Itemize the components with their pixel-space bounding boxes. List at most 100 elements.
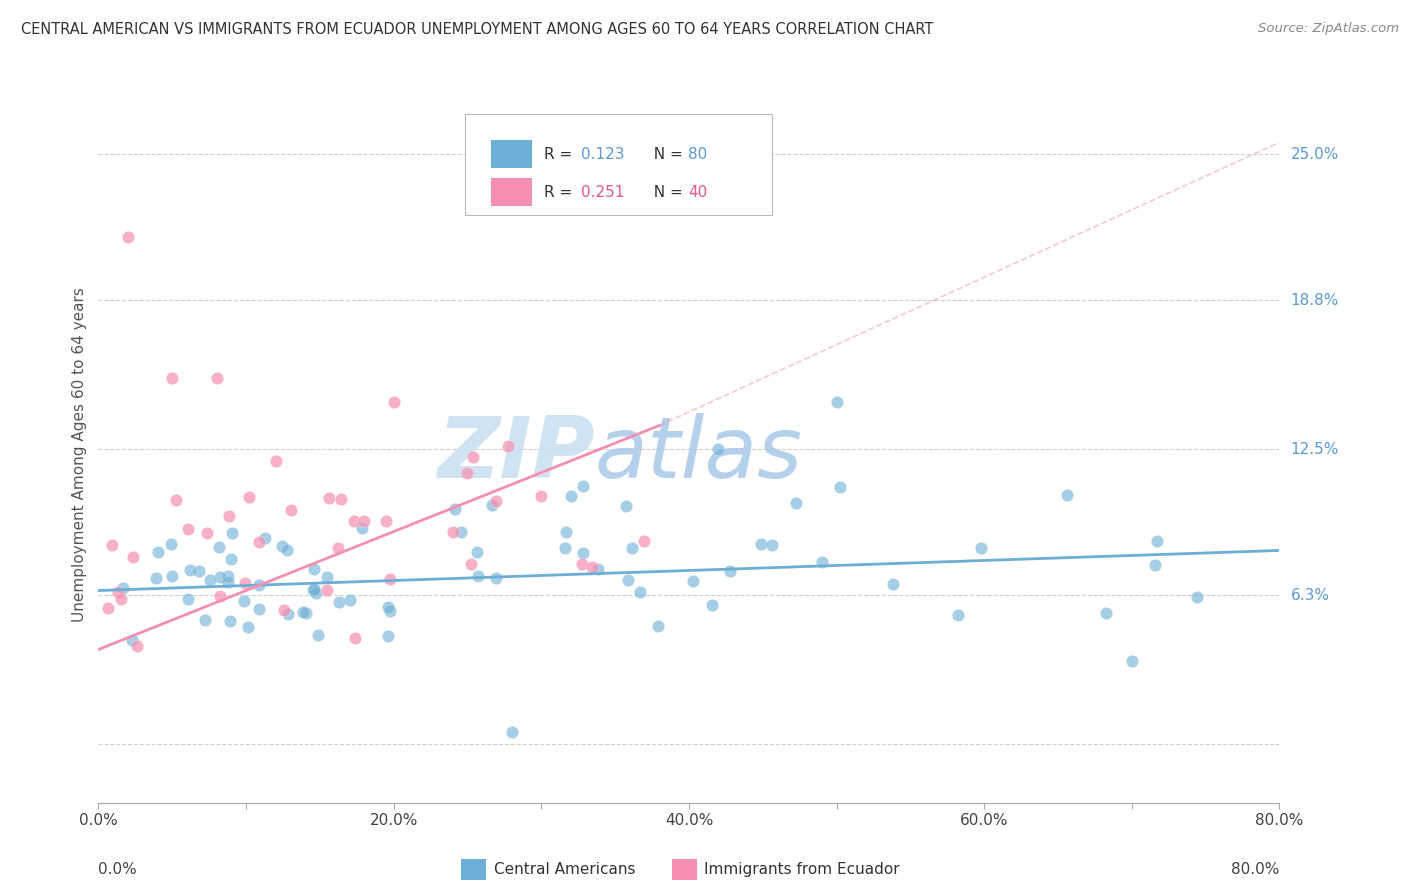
- Point: [749, 537, 772, 551]
- Point: [247, 578, 270, 592]
- Text: R =: R =: [544, 185, 576, 200]
- Point: [307, 628, 329, 642]
- Text: 40: 40: [688, 185, 707, 200]
- Text: 0.123: 0.123: [582, 146, 624, 161]
- Text: 6.3%: 6.3%: [1291, 588, 1330, 603]
- Point: [273, 603, 295, 617]
- Text: 80: 80: [688, 146, 707, 161]
- Point: [628, 584, 651, 599]
- Point: [198, 574, 221, 588]
- Point: [1056, 488, 1078, 502]
- Point: [264, 454, 287, 468]
- Point: [380, 604, 402, 618]
- Point: [339, 593, 361, 607]
- Point: [571, 479, 593, 493]
- Point: [318, 491, 340, 505]
- Point: [270, 539, 292, 553]
- Point: [305, 585, 328, 599]
- Point: [718, 565, 741, 579]
- Point: [117, 229, 139, 244]
- Point: [444, 501, 467, 516]
- Point: [946, 607, 969, 622]
- Point: [614, 499, 637, 513]
- Point: [467, 568, 489, 582]
- Point: [253, 531, 276, 545]
- Text: 0.0%: 0.0%: [98, 863, 138, 877]
- Point: [1121, 654, 1143, 668]
- Point: [586, 562, 609, 576]
- Point: [304, 562, 326, 576]
- Point: [700, 598, 723, 612]
- Point: [277, 607, 299, 621]
- Point: [179, 563, 201, 577]
- Text: 0.251: 0.251: [582, 185, 624, 200]
- Point: [302, 583, 325, 598]
- Point: [160, 569, 183, 583]
- Bar: [491, 140, 531, 168]
- Point: [481, 498, 503, 512]
- Text: 25.0%: 25.0%: [1291, 146, 1339, 161]
- Point: [233, 576, 256, 591]
- Point: [377, 629, 399, 643]
- Point: [330, 492, 353, 507]
- Point: [707, 442, 730, 456]
- Point: [217, 574, 239, 589]
- Point: [97, 600, 120, 615]
- Bar: [491, 178, 531, 206]
- Point: [450, 525, 472, 540]
- Point: [647, 618, 669, 632]
- Point: [1185, 590, 1208, 604]
- Point: [238, 491, 260, 505]
- Point: [382, 395, 405, 409]
- Text: R =: R =: [544, 146, 576, 161]
- Point: [352, 521, 374, 535]
- Point: [460, 557, 482, 571]
- Point: [121, 550, 143, 565]
- Text: Source: ZipAtlas.com: Source: ZipAtlas.com: [1258, 22, 1399, 36]
- Point: [145, 571, 167, 585]
- Point: [194, 613, 217, 627]
- Point: [209, 570, 232, 584]
- Point: [828, 480, 851, 494]
- Text: N =: N =: [644, 146, 688, 161]
- Point: [554, 541, 576, 555]
- Point: [295, 606, 318, 620]
- Text: ZIP: ZIP: [437, 413, 595, 497]
- Point: [316, 570, 339, 584]
- Point: [560, 489, 582, 503]
- Point: [825, 395, 848, 409]
- Point: [187, 564, 209, 578]
- Point: [121, 632, 143, 647]
- Text: 12.5%: 12.5%: [1291, 442, 1339, 457]
- Point: [374, 514, 396, 528]
- Point: [1095, 606, 1118, 620]
- Point: [811, 555, 834, 569]
- Point: [221, 526, 243, 541]
- Point: [969, 541, 991, 556]
- Point: [572, 546, 595, 560]
- Point: [160, 537, 183, 551]
- Point: [1146, 533, 1168, 548]
- Point: [276, 543, 298, 558]
- Point: [195, 525, 218, 540]
- Point: [378, 572, 401, 586]
- Point: [280, 503, 302, 517]
- Point: [617, 574, 640, 588]
- Point: [441, 524, 464, 539]
- Text: 80.0%: 80.0%: [1232, 863, 1279, 877]
- Text: Immigrants from Ecuador: Immigrants from Ecuador: [704, 863, 900, 877]
- Point: [217, 569, 239, 583]
- Point: [344, 631, 367, 645]
- Text: CENTRAL AMERICAN VS IMMIGRANTS FROM ECUADOR UNEMPLOYMENT AMONG AGES 60 TO 64 YEA: CENTRAL AMERICAN VS IMMIGRANTS FROM ECUA…: [21, 22, 934, 37]
- Point: [1143, 558, 1166, 573]
- Point: [496, 438, 519, 452]
- Point: [785, 496, 807, 510]
- Text: N =: N =: [644, 185, 688, 200]
- Point: [456, 466, 478, 480]
- Point: [343, 514, 366, 528]
- Point: [353, 514, 375, 528]
- Point: [467, 545, 489, 559]
- Point: [125, 639, 148, 653]
- Point: [761, 538, 783, 552]
- Point: [302, 582, 325, 597]
